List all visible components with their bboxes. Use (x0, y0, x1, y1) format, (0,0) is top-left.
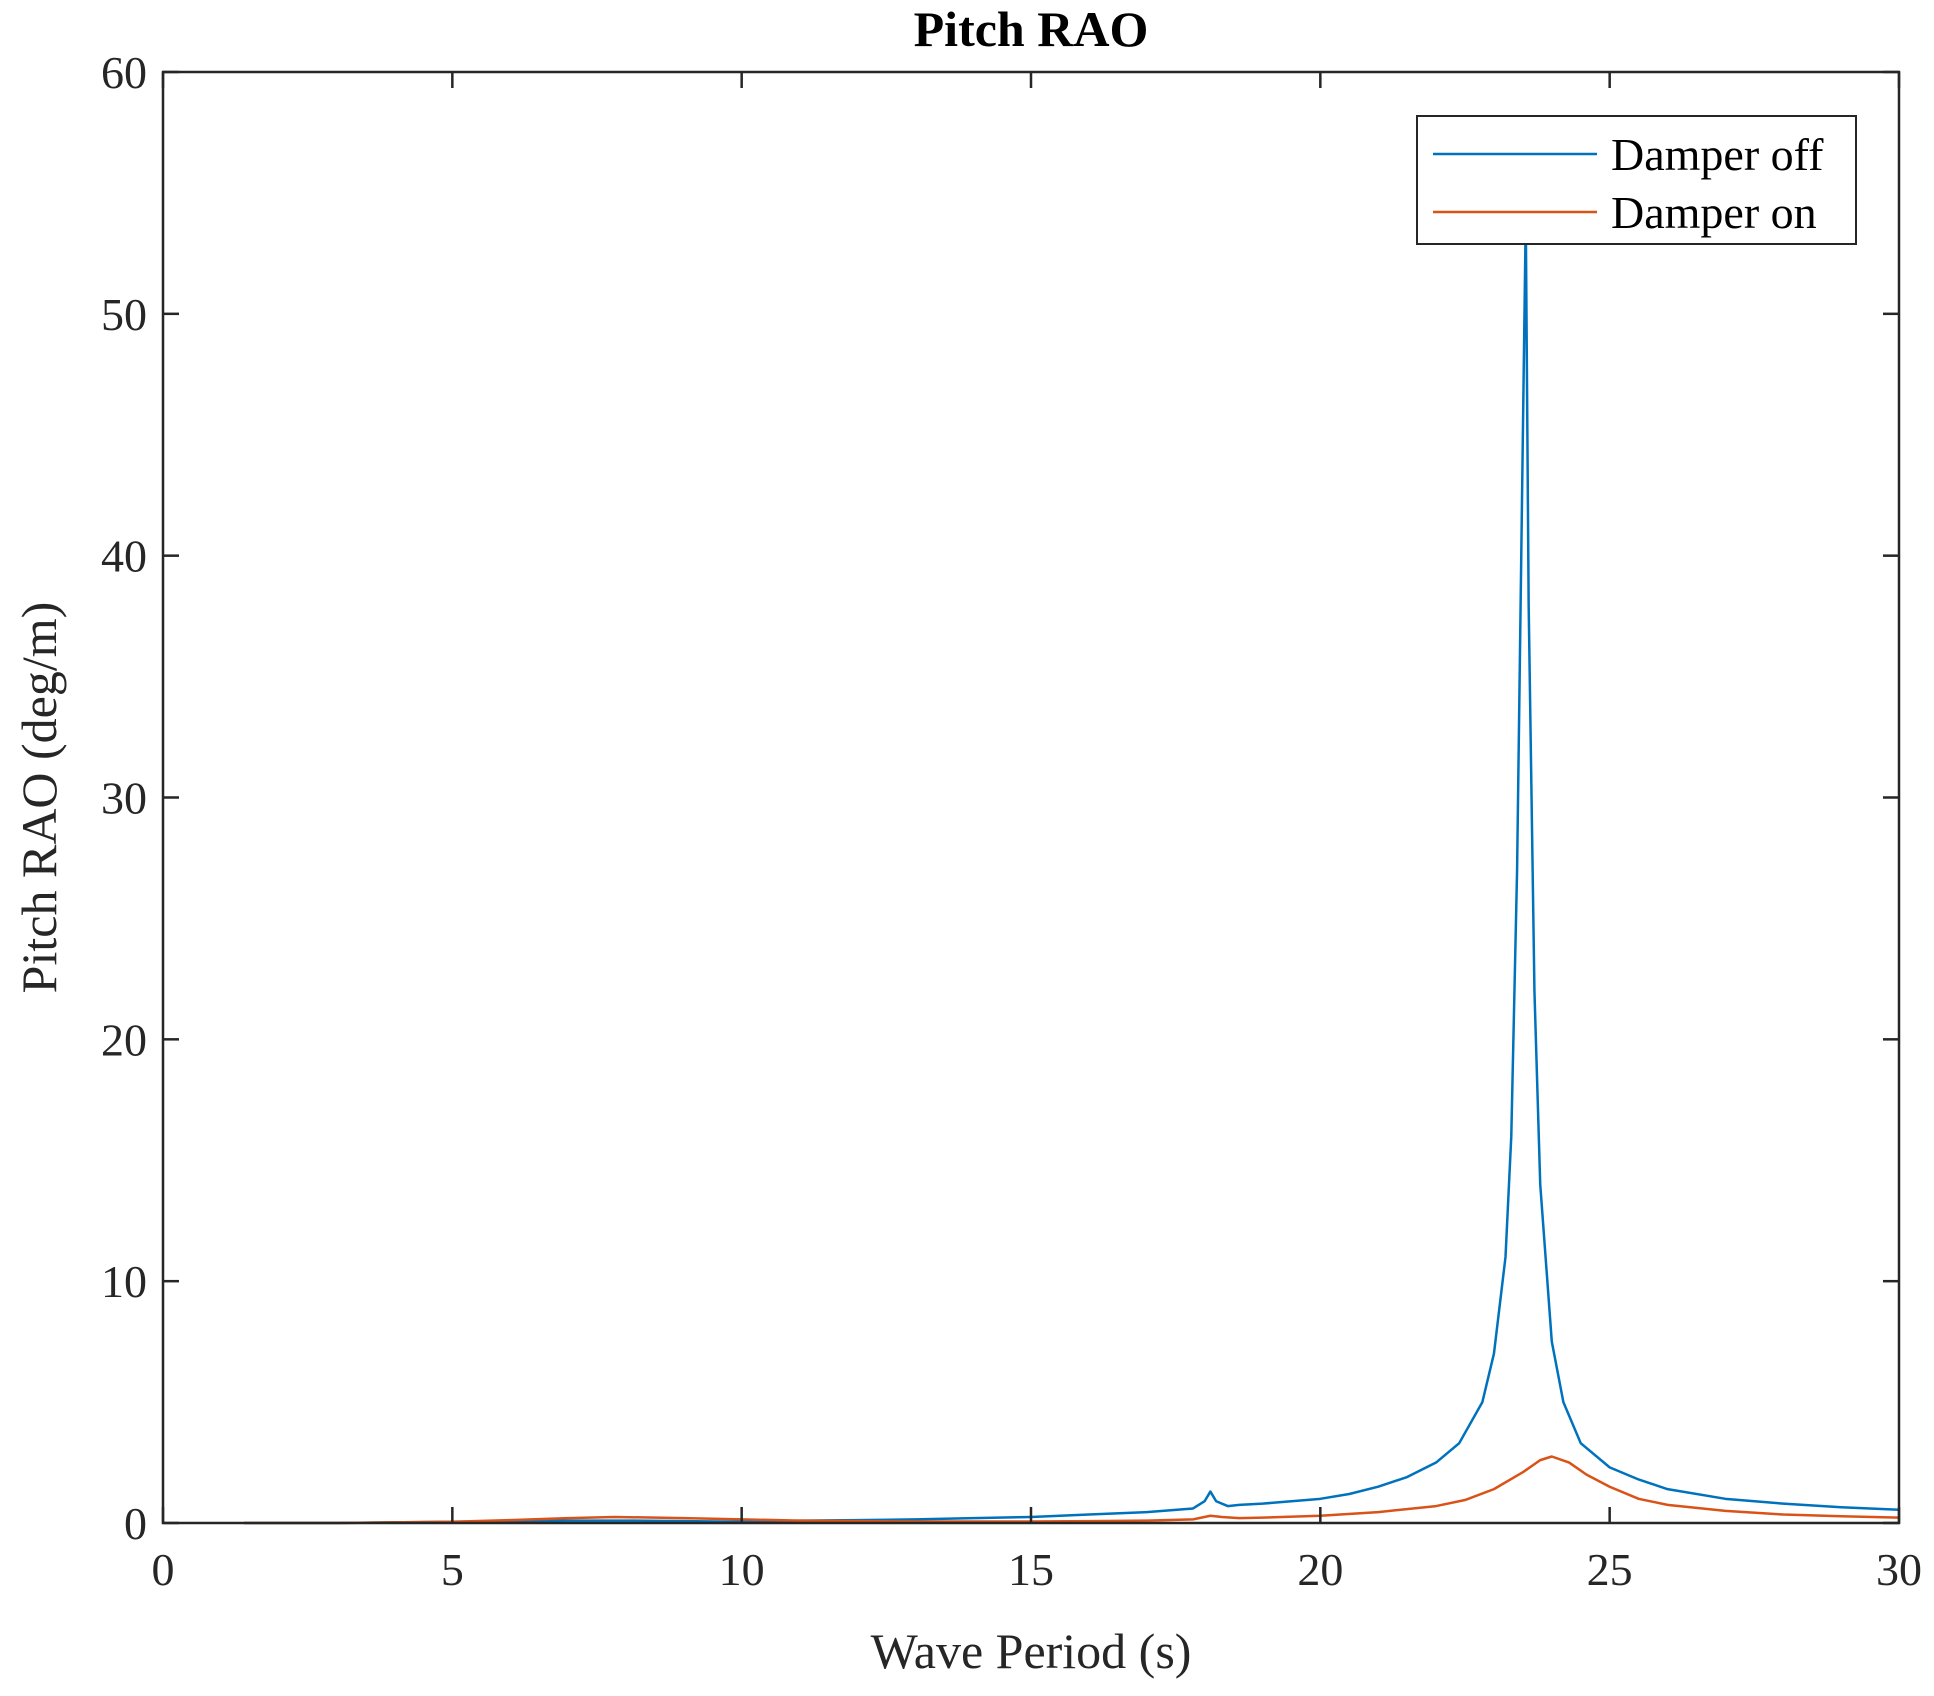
x-tick-label: 20 (1297, 1544, 1343, 1595)
y-tick-label: 40 (101, 531, 147, 582)
x-tick-label: 5 (441, 1544, 464, 1595)
x-tick-label: 30 (1876, 1544, 1922, 1595)
series-line-damper-on (244, 1455, 1900, 1525)
y-tick-label: 20 (101, 1014, 147, 1065)
x-tick-label: 15 (1008, 1544, 1054, 1595)
y-tick-label: 60 (101, 47, 147, 98)
y-tick-label: 0 (124, 1498, 147, 1549)
plot-area (163, 72, 1899, 1523)
legend-box (1416, 115, 1857, 245)
series-layer (244, 215, 1900, 1525)
chart-title: Pitch RAO (914, 1, 1149, 57)
y-tick-label: 30 (101, 773, 147, 824)
ticks-layer: 0 5 10 15 20 25 30 0 10 20 30 40 50 60 (101, 47, 1922, 1595)
y-tick-label: 50 (101, 289, 147, 340)
legend-label: Damper on (1611, 187, 1817, 238)
legend: Damper off Damper on (1416, 115, 1857, 245)
legend-entries: Damper off Damper on (1433, 129, 1824, 238)
y-axis-title: Pitch RAO (deg/m) (11, 602, 67, 994)
x-tick-label: 25 (1587, 1544, 1633, 1595)
x-tick-label: 0 (152, 1544, 175, 1595)
x-tick-label: 10 (719, 1544, 765, 1595)
x-axis-title: Wave Period (s) (871, 1623, 1192, 1679)
y-tick-label: 10 (101, 1256, 147, 1307)
legend-label: Damper off (1611, 129, 1824, 180)
